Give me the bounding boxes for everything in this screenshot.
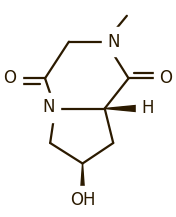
Text: O: O	[3, 69, 16, 87]
Polygon shape	[105, 105, 140, 112]
Text: OH: OH	[70, 191, 95, 209]
Text: H: H	[141, 100, 154, 117]
Polygon shape	[80, 163, 85, 195]
Text: O: O	[159, 69, 172, 87]
Text: N: N	[107, 33, 120, 51]
Text: N: N	[42, 99, 54, 117]
